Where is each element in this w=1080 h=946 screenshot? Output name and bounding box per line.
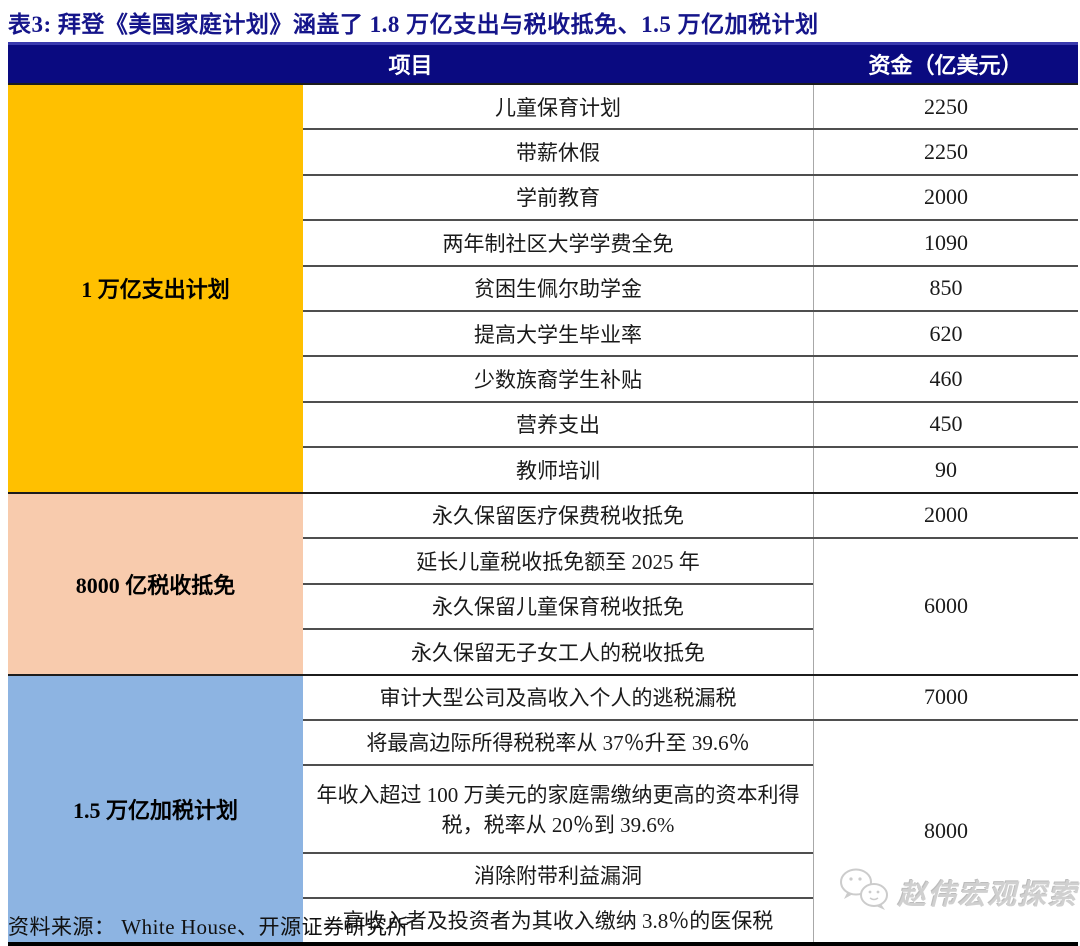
item-cell: 提高大学生毕业率 [474, 322, 642, 347]
page-title: 表3: 拜登《美国家庭计划》涵盖了 1.8 万亿支出与税收抵免、1.5 万亿加税… [8, 12, 819, 37]
item-cell: 学前教育 [516, 186, 600, 211]
value-cell: 2000 [813, 175, 1078, 220]
value-cell: 7000 [813, 675, 1078, 719]
group-label-tax-credits: 8000 亿税收抵免 [8, 493, 303, 674]
item-cell: 永久保留儿童保育税收抵免 [303, 582, 813, 629]
value-cell: 620 [813, 311, 1078, 356]
header-cell-item: 项目 [388, 53, 433, 78]
table-row: 学前教育 2000 [303, 173, 1078, 220]
item-cell: 延长儿童税收抵免额至 2025 年 [416, 549, 700, 574]
value-cell: 2250 [813, 85, 1078, 129]
table-row: 永久保留医疗保费税收抵免 2000 [303, 493, 1078, 538]
item-cell: 将最高边际所得税税率从 37％升至 39.6％ [366, 731, 750, 756]
item-cell: 儿童保育计划 [495, 95, 621, 120]
group-tax-increase: 1.5 万亿加税计划 审计大型公司及高收入个人的逃税漏税 7000 将最高边际所… [8, 673, 1078, 942]
group-rows: 儿童保育计划 2250 带薪休假 2250 学前教育 2000 两年制社区大学学… [303, 85, 1078, 492]
item-cell: 消除附带利益漏洞 [303, 851, 813, 897]
data-table: 项目 资金（亿美元） 1 万亿支出计划 儿童保育计划 2250 带薪休假 225… [8, 42, 1078, 946]
group-rows: 审计大型公司及高收入个人的逃税漏税 7000 将最高边际所得税税率从 37％升至… [303, 675, 1078, 942]
header-cell-value: 资金（亿美元） [868, 53, 1023, 78]
value-cell: 850 [813, 266, 1078, 310]
table-row: 审计大型公司及高收入个人的逃税漏税 7000 [303, 675, 1078, 719]
source-note: 资料来源： White House、开源证券研究所 [8, 915, 409, 939]
value-cell: 460 [813, 357, 1078, 401]
item-cell: 永久保留无子女工人的税收抵免 [303, 628, 813, 674]
item-cell: 高收入者及投资者为其收入缴纳 3.8％的医保税 [303, 896, 813, 942]
merged-rows-block: 延长儿童税收抵免额至 2025 年 永久保留儿童保育税收抵免 永久保留无子女工人… [303, 537, 1078, 674]
merged-item-list: 延长儿童税收抵免额至 2025 年 永久保留儿童保育税收抵免 永久保留无子女工人… [303, 539, 813, 674]
watermark-text: 赵伟宏观探索 [897, 879, 1078, 911]
watermark: 赵伟宏观探索 [834, 866, 1078, 919]
value-cell: 450 [813, 402, 1078, 447]
item-cell: 审计大型公司及高收入个人的逃税漏税 [379, 686, 737, 711]
table-row: 教师培训 90 [303, 446, 1078, 492]
group-rows: 永久保留医疗保费税收抵免 2000 延长儿童税收抵免额至 2025 年 永久保留… [303, 493, 1078, 674]
value-cell: 1090 [813, 221, 1078, 265]
merged-rows-block: 将最高边际所得税税率从 37％升至 39.6％ 年收入超过 100 万美元的家庭… [303, 718, 1078, 942]
merged-value-cell: 6000 [813, 539, 1078, 674]
table-row: 贫困生佩尔助学金 850 [303, 264, 1078, 310]
table-row: 两年制社区大学学费全免 1090 [303, 219, 1078, 265]
table-row: 少数族裔学生补贴 460 [303, 355, 1078, 401]
group-spending-plan: 1 万亿支出计划 儿童保育计划 2250 带薪休假 2250 学前教育 2000… [8, 83, 1078, 492]
item-cell: 少数族裔学生补贴 [474, 368, 642, 393]
item-cell: 永久保留医疗保费税收抵免 [432, 504, 684, 529]
table-row: 营养支出 450 [303, 400, 1078, 447]
item-cell: 贫困生佩尔助学金 [474, 277, 642, 302]
table-row: 带薪休假 2250 [303, 128, 1078, 174]
item-cell: 两年制社区大学学费全免 [442, 231, 674, 256]
value-cell: 2000 [813, 493, 1078, 538]
item-cell: 营养支出 [516, 413, 600, 438]
item-cell: 年收入超过 100 万美元的家庭需缴纳更高的资本利得税，税率从 20％到 39.… [303, 763, 813, 852]
group-label-tax-increase: 1.5 万亿加税计划 [8, 675, 303, 942]
table-row: 儿童保育计划 2250 [303, 85, 1078, 129]
group-label-spending: 1 万亿支出计划 [8, 85, 303, 492]
table-row: 提高大学生毕业率 620 [303, 309, 1078, 356]
merged-value-cell: 8000 [813, 720, 1078, 942]
group-tax-credits: 8000 亿税收抵免 永久保留医疗保费税收抵免 2000 延长儿童税收抵免额至 … [8, 491, 1078, 674]
item-cell: 教师培训 [516, 458, 600, 483]
value-cell: 2250 [813, 130, 1078, 174]
value-cell: 90 [813, 448, 1078, 492]
merged-item-list: 将最高边际所得税税率从 37％升至 39.6％ 年收入超过 100 万美元的家庭… [303, 721, 813, 942]
item-cell: 带薪休假 [516, 141, 600, 166]
chat-bubbles-icon [834, 866, 896, 919]
table-header-row: 项目 资金（亿美元） [8, 42, 1078, 83]
